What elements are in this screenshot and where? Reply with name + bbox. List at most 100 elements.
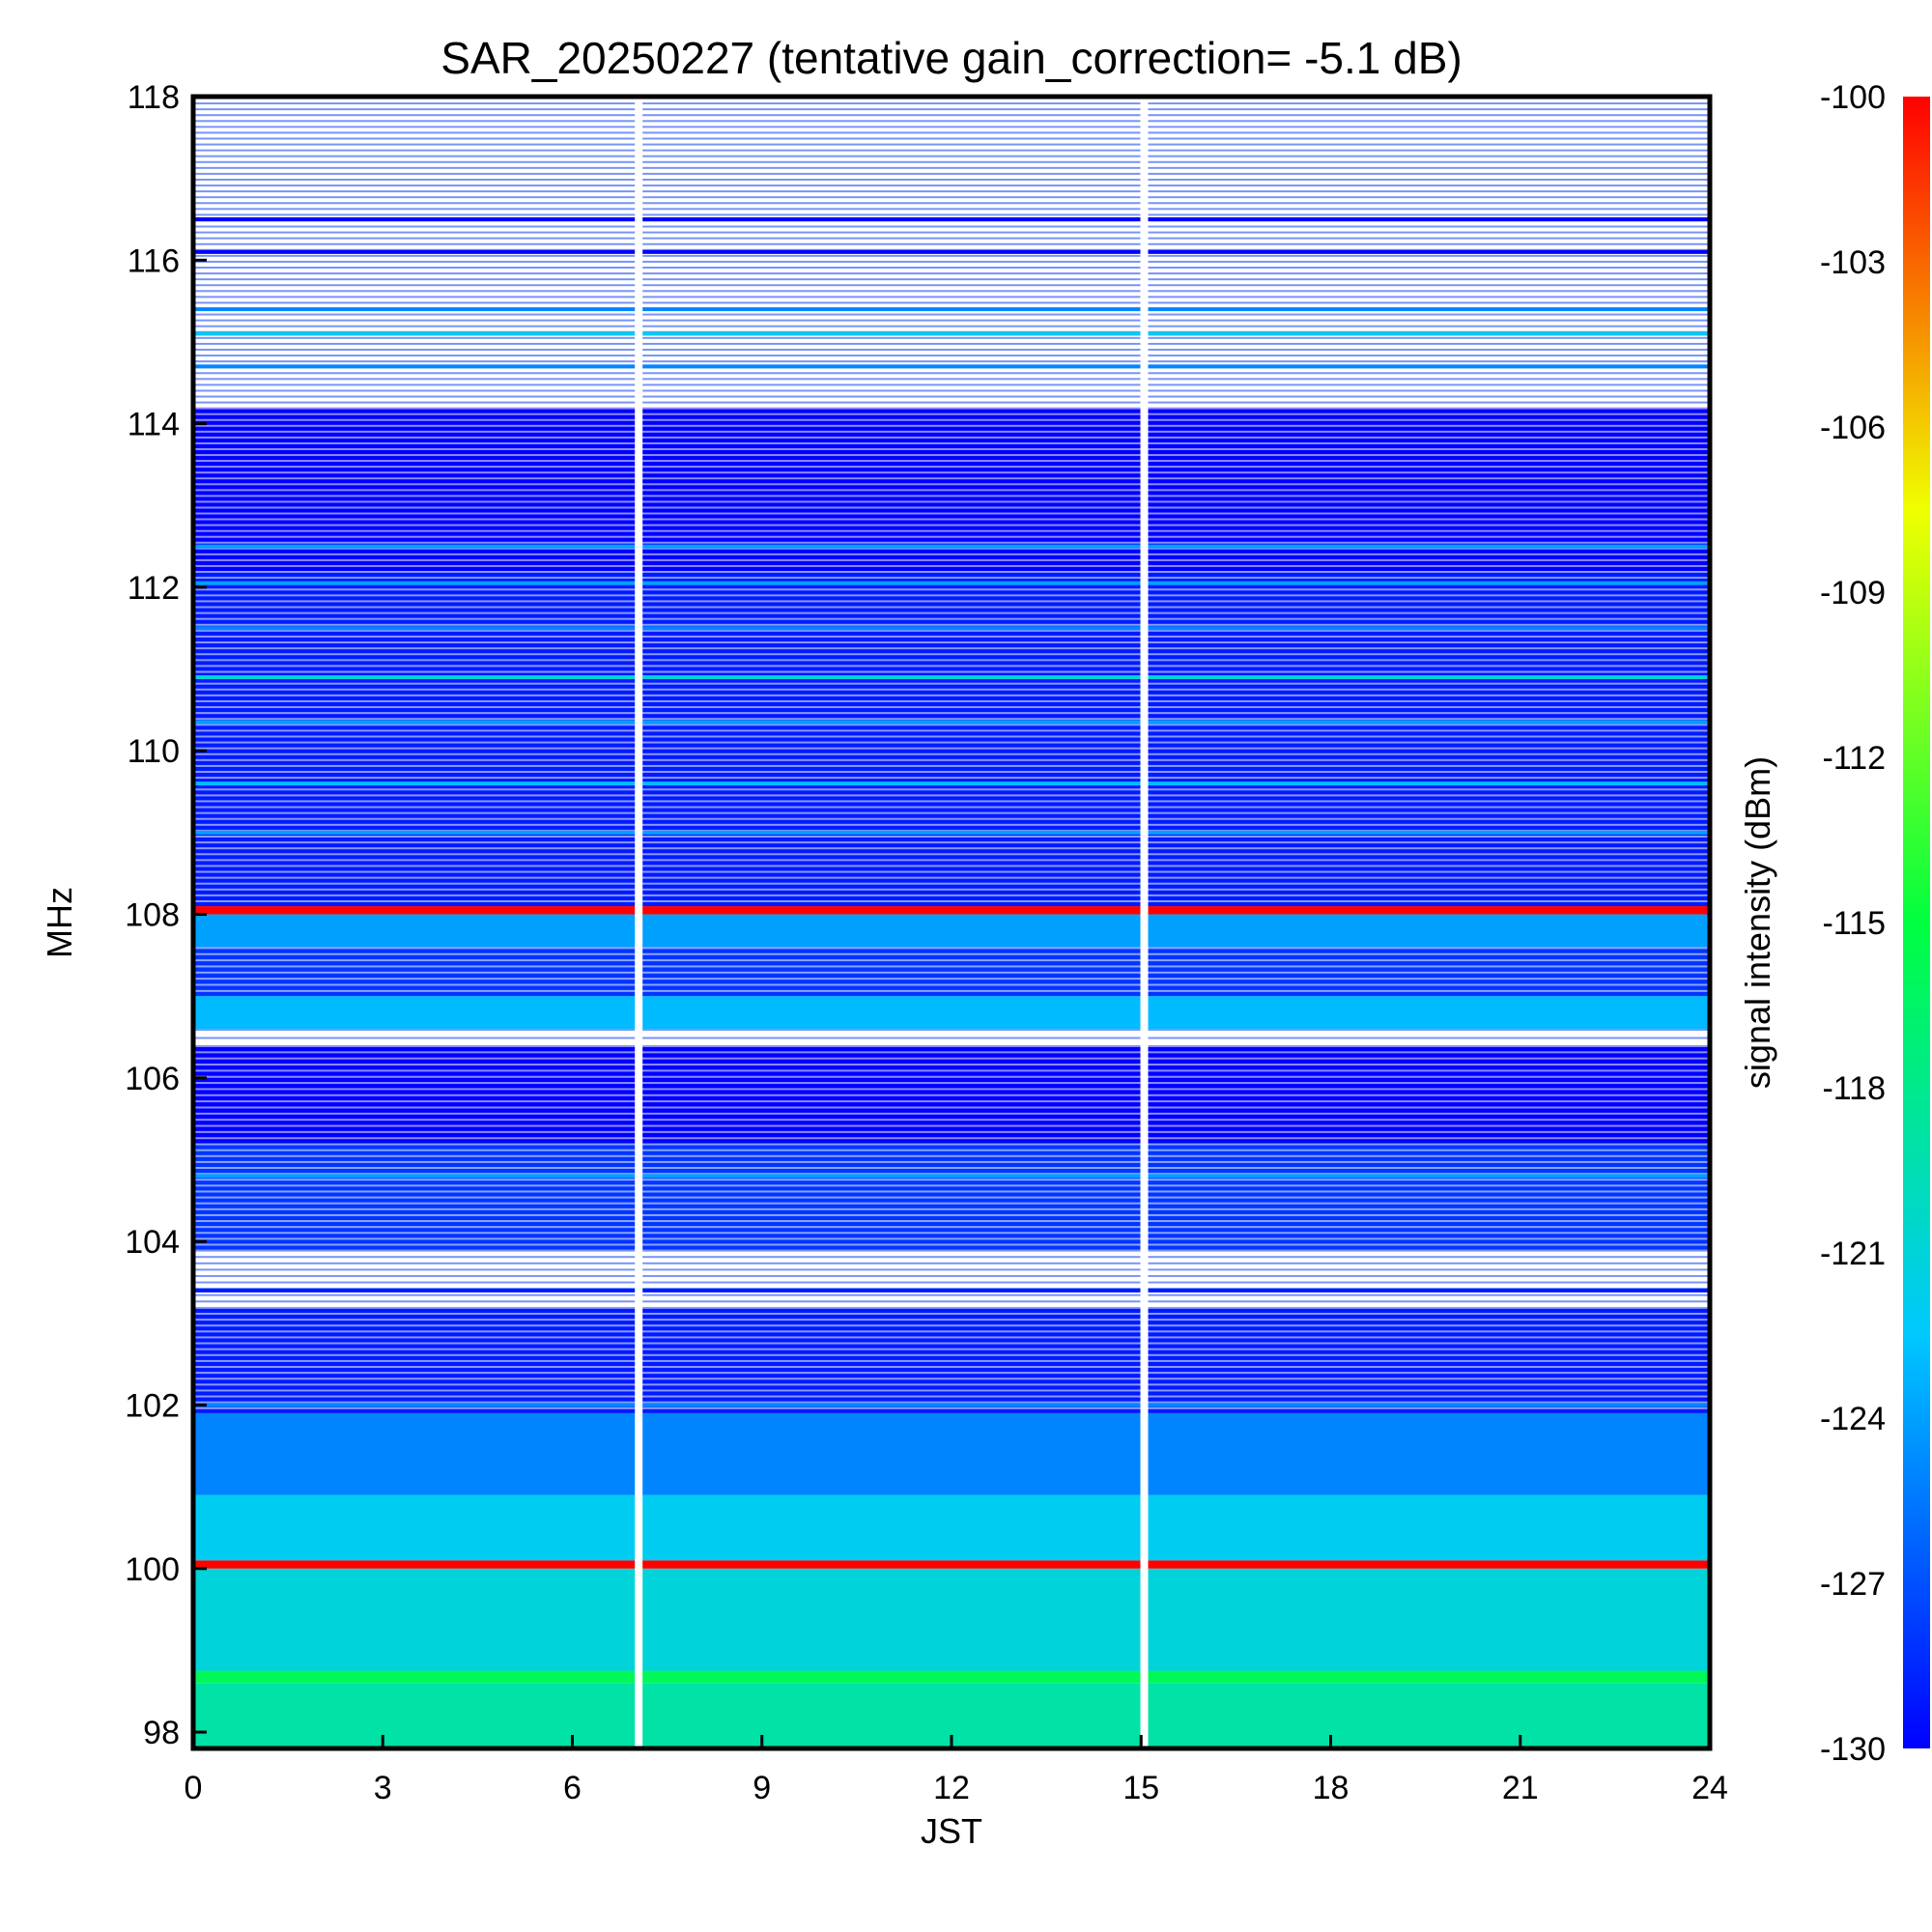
band-texture-row bbox=[193, 712, 1710, 715]
band-texture-row bbox=[193, 1262, 1710, 1264]
band-texture-row bbox=[193, 454, 1710, 457]
band-texture-row bbox=[193, 477, 1710, 480]
band-texture-row bbox=[193, 1082, 1710, 1085]
band-texture-row bbox=[193, 1306, 1710, 1309]
band-4 bbox=[193, 1494, 1710, 1561]
band-texture-row bbox=[193, 131, 1710, 134]
band-texture-row bbox=[193, 196, 1710, 199]
signal-line-4 bbox=[193, 781, 1710, 786]
band-texture-row bbox=[193, 1378, 1710, 1380]
band-texture-row bbox=[193, 178, 1710, 181]
band-texture-row bbox=[193, 1124, 1710, 1127]
band-texture-row bbox=[193, 611, 1710, 614]
band-texture-17 bbox=[193, 97, 1710, 404]
x-tick-label: 6 bbox=[563, 1770, 582, 1806]
colorbar-tick-label: -118 bbox=[1822, 1070, 1886, 1107]
band-texture-row bbox=[193, 448, 1710, 451]
y-tick-label: 100 bbox=[125, 1551, 180, 1588]
band-texture-row bbox=[193, 800, 1710, 803]
band-texture-row bbox=[193, 682, 1710, 685]
band-texture-row bbox=[193, 1232, 1710, 1235]
band-texture-row bbox=[193, 401, 1710, 404]
band-texture-row bbox=[193, 1401, 1710, 1404]
band-texture-row bbox=[193, 1319, 1710, 1321]
band-texture-row bbox=[193, 653, 1710, 656]
band-texture-row bbox=[193, 1190, 1710, 1193]
colorbar-tick-label: -121 bbox=[1820, 1236, 1886, 1272]
band-texture-row bbox=[193, 806, 1710, 809]
band-texture-row bbox=[193, 724, 1710, 726]
band-texture-row bbox=[193, 617, 1710, 620]
band-texture-row bbox=[193, 1293, 1710, 1296]
band-texture-row bbox=[193, 471, 1710, 474]
band-texture-row bbox=[193, 594, 1710, 597]
band-texture-row bbox=[193, 418, 1710, 421]
y-axis-label: MHz bbox=[40, 887, 79, 958]
colorbar-tick-label: -112 bbox=[1822, 740, 1886, 777]
band-texture-row bbox=[193, 600, 1710, 603]
band-texture-10 bbox=[193, 1029, 1710, 1039]
band-texture-row bbox=[193, 336, 1710, 339]
band-texture-row bbox=[193, 894, 1710, 896]
band-texture-row bbox=[193, 149, 1710, 152]
colorbar-tick-label: -100 bbox=[1820, 79, 1886, 116]
band-texture-row bbox=[193, 126, 1710, 128]
band-texture-row bbox=[193, 395, 1710, 398]
band-texture-row bbox=[193, 823, 1710, 826]
band-texture-row bbox=[193, 441, 1710, 444]
band-texture-row bbox=[193, 1372, 1710, 1375]
band-texture-row bbox=[193, 213, 1710, 216]
signal-line-6 bbox=[193, 544, 1710, 549]
y-tick-label: 106 bbox=[125, 1061, 180, 1097]
band-texture-row bbox=[193, 1268, 1710, 1271]
band-13 bbox=[193, 914, 1710, 948]
band-14 bbox=[193, 906, 1710, 915]
band-texture-row bbox=[193, 547, 1710, 550]
y-tick-label: 108 bbox=[125, 897, 180, 934]
band-texture-row bbox=[193, 777, 1710, 780]
band-texture-row bbox=[193, 237, 1710, 240]
band-texture-row bbox=[193, 641, 1710, 644]
x-tick-label: 24 bbox=[1691, 1770, 1728, 1806]
band-texture-row bbox=[193, 1213, 1710, 1216]
signal-line-0 bbox=[193, 581, 1710, 585]
band-texture-row bbox=[193, 635, 1710, 638]
band-texture-row bbox=[193, 248, 1710, 251]
band-texture-row bbox=[193, 190, 1710, 193]
x-axis-ticks: 0 3 6 9 12 15 18 21 24 bbox=[185, 1735, 1728, 1806]
band-texture-16 bbox=[193, 407, 1710, 567]
y-tick-label: 112 bbox=[128, 570, 180, 607]
band-texture-row bbox=[193, 758, 1710, 761]
band-texture-row bbox=[193, 529, 1710, 532]
band-texture-row bbox=[193, 466, 1710, 469]
band-texture-row bbox=[193, 231, 1710, 234]
band-texture-row bbox=[193, 436, 1710, 439]
band-texture-row bbox=[193, 570, 1710, 573]
band-texture-row bbox=[193, 1179, 1710, 1181]
band-texture-row bbox=[193, 558, 1710, 561]
band-texture-row bbox=[193, 888, 1710, 891]
band-texture-row bbox=[193, 342, 1710, 345]
band-texture-row bbox=[193, 254, 1710, 257]
colorbar-tick-label: -127 bbox=[1820, 1566, 1886, 1603]
colorbar-tick-label: -109 bbox=[1820, 575, 1886, 611]
band-texture-row bbox=[193, 524, 1710, 526]
band-texture-row bbox=[193, 1237, 1710, 1240]
band-texture-row bbox=[193, 978, 1710, 980]
band-texture-row bbox=[193, 870, 1710, 873]
band-texture-row bbox=[193, 1100, 1710, 1103]
band-texture-row bbox=[193, 430, 1710, 433]
band-texture-row bbox=[193, 811, 1710, 814]
band-texture-row bbox=[193, 623, 1710, 626]
band-texture-row bbox=[193, 225, 1710, 228]
band-texture-row bbox=[193, 1130, 1710, 1133]
band-texture-9 bbox=[193, 1044, 1710, 1140]
band-texture-row bbox=[193, 718, 1710, 721]
band-texture-row bbox=[193, 460, 1710, 463]
band-texture-row bbox=[193, 355, 1710, 357]
band-texture-row bbox=[193, 1037, 1710, 1039]
band-texture-row bbox=[193, 512, 1710, 515]
x-tick-label: 18 bbox=[1313, 1770, 1350, 1806]
band-texture-row bbox=[193, 729, 1710, 732]
